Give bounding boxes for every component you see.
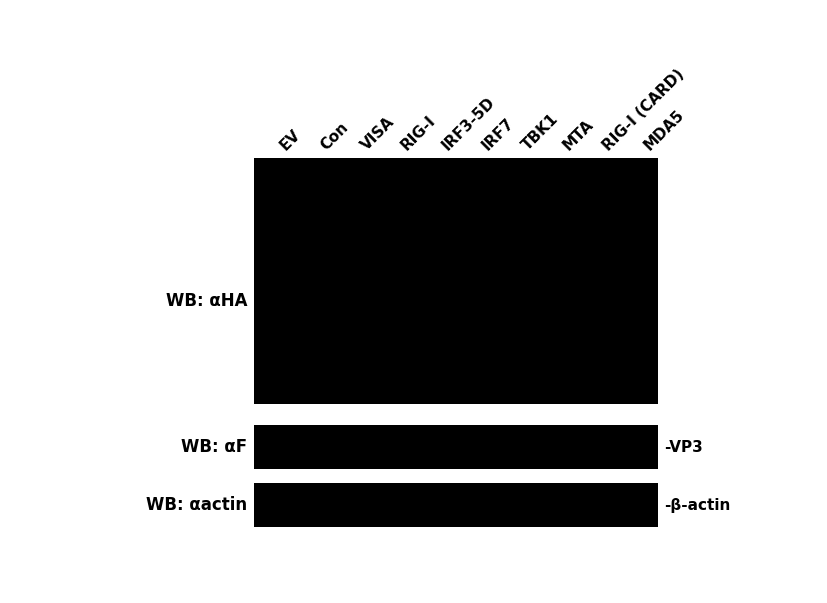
Text: MTA: MTA (560, 118, 596, 154)
Text: TBK1: TBK1 (519, 112, 562, 154)
Text: RIG-I: RIG-I (399, 113, 439, 154)
Bar (254, 158, 657, 405)
Text: -β-actin: -β-actin (664, 498, 730, 513)
Text: WB: αactin: WB: αactin (146, 496, 247, 514)
Text: WB: αF: WB: αF (181, 438, 247, 456)
Text: IRF3-5D: IRF3-5D (439, 95, 498, 154)
Text: MDA5: MDA5 (641, 107, 687, 154)
Bar (254, 425, 657, 469)
Text: -VP3: -VP3 (664, 440, 703, 455)
Text: RIG-I (CARD): RIG-I (CARD) (600, 66, 687, 154)
Bar (254, 483, 657, 528)
Text: Con: Con (318, 120, 351, 154)
Text: WB: αHA: WB: αHA (166, 292, 247, 310)
Text: EV: EV (277, 127, 304, 154)
Text: IRF7: IRF7 (480, 116, 517, 154)
Text: VISA: VISA (358, 115, 397, 154)
